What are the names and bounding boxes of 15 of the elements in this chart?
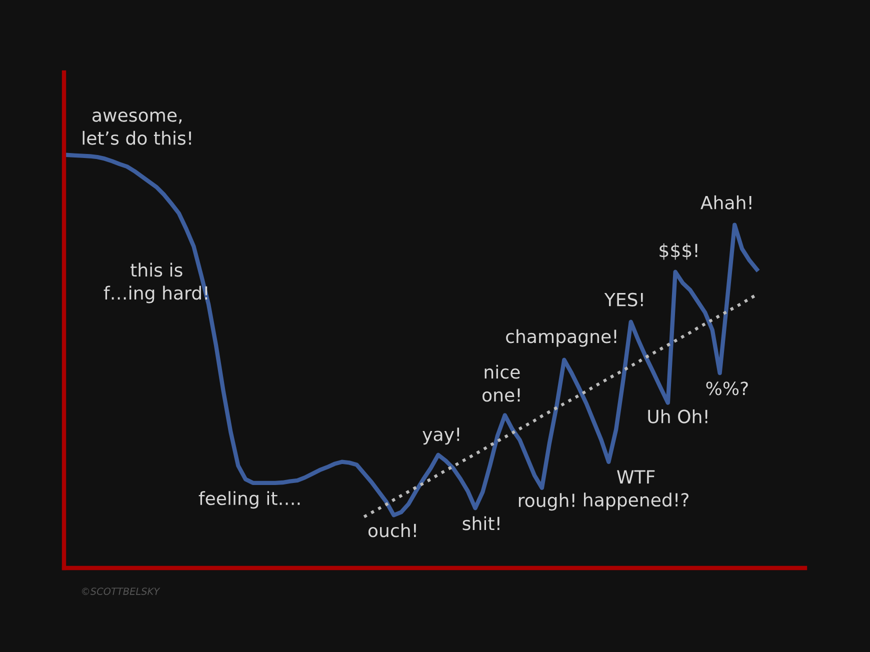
text: awesome, let’s do this! xyxy=(82,112,191,145)
annotation: YES! xyxy=(604,292,643,306)
annotation: yay! xyxy=(422,428,460,445)
annotation: rough! xyxy=(518,493,574,511)
annotation: Ahah! xyxy=(700,195,752,210)
annotation: WTF happened!? xyxy=(584,470,688,510)
annotation: feeling it…. xyxy=(198,491,300,509)
annotation: $$$! xyxy=(660,243,698,260)
annotation: nice one! xyxy=(482,364,520,402)
annotation: %%? xyxy=(706,382,748,396)
annotation: champagne! xyxy=(506,329,616,347)
annotation: Uh Oh! xyxy=(648,409,708,424)
annotation: ouch! xyxy=(368,523,416,538)
annotation: shit! xyxy=(462,516,500,530)
text: ©SCOTTBELSKY xyxy=(82,588,160,595)
